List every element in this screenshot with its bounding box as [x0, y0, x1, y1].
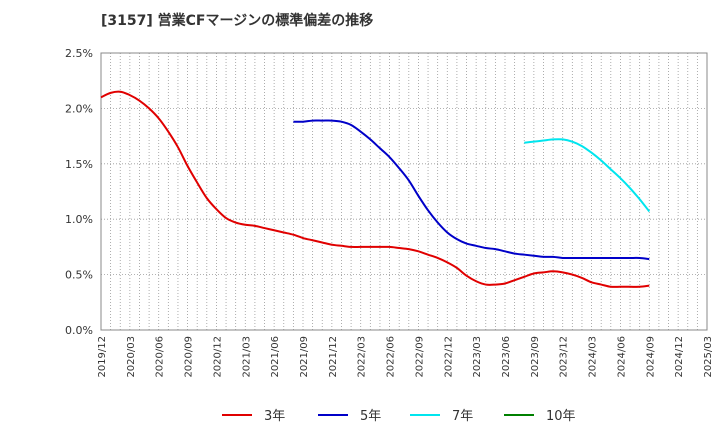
- chart-title: [3157] 営業CFマージンの標準偏差の推移: [101, 13, 374, 29]
- x-tick-label: 2023/12: [559, 336, 570, 378]
- x-tick-label: 2020/03: [126, 336, 137, 378]
- y-tick-label: 1.5%: [65, 158, 93, 171]
- x-tick-label: 2019/12: [97, 336, 108, 378]
- x-tick-label: 2020/09: [184, 336, 195, 378]
- plot-frame: [100, 52, 708, 331]
- x-tick-label: 2020/12: [212, 336, 223, 378]
- x-tick-label: 2022/12: [443, 336, 454, 378]
- x-tick-label: 2022/09: [414, 336, 425, 378]
- series-line-2: [524, 138, 651, 213]
- x-tick-label: 2021/09: [299, 336, 310, 378]
- y-tick-label: 2.5%: [65, 47, 93, 60]
- x-tick-label: 2022/06: [386, 336, 397, 378]
- x-tick-label: 2021/12: [328, 336, 339, 378]
- legend-label-1: 5年: [360, 409, 381, 424]
- x-tick-label: 2024/03: [588, 336, 599, 378]
- x-tick-label: 2024/06: [616, 336, 627, 378]
- x-tick-label: 2024/09: [645, 336, 656, 378]
- y-tick-label: 1.0%: [65, 213, 93, 226]
- series-line-1: [293, 119, 650, 261]
- legend-label-0: 3年: [264, 409, 285, 424]
- y-tick-label: 0.0%: [65, 324, 93, 337]
- x-tick-label: 2022/03: [357, 336, 368, 378]
- legend-label-3: 10年: [546, 409, 576, 424]
- x-tick-label: 2021/06: [270, 336, 281, 378]
- x-tick-label: 2023/09: [530, 336, 541, 378]
- x-tick-label: 2023/03: [472, 336, 483, 378]
- x-tick-label: 2025/03: [703, 336, 714, 378]
- x-tick-label: 2024/12: [674, 336, 685, 378]
- x-tick-label: 2023/06: [501, 336, 512, 378]
- series-line-0: [100, 90, 650, 288]
- x-tick-label: 2021/03: [241, 336, 252, 378]
- x-tick-label: 2020/06: [155, 336, 166, 378]
- y-tick-label: 2.0%: [65, 102, 93, 115]
- legend-label-2: 7年: [452, 409, 473, 424]
- y-tick-label: 0.5%: [65, 269, 93, 282]
